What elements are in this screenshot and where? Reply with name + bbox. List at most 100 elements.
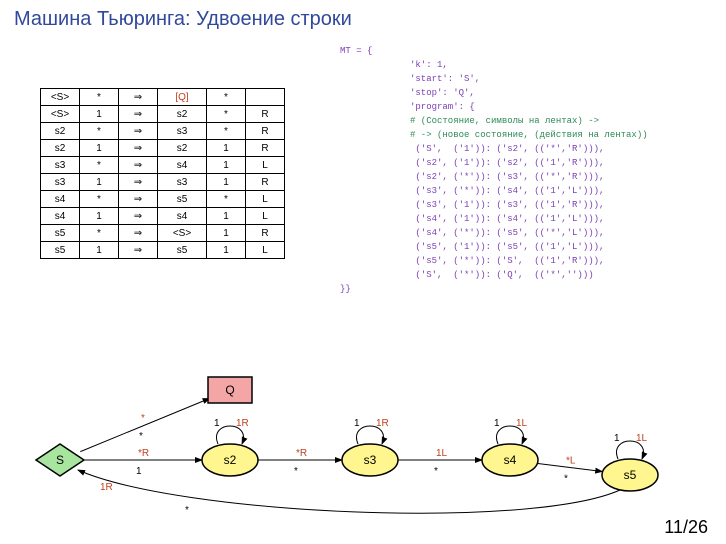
table-cell: L [246, 191, 285, 208]
state-diagram: * * 1 *R 1 1R * *R 1 1R * 1L 1 1L * *L 1 1L * 1R S Qs2 s3 s4 s5 [20, 370, 680, 535]
table-cell: s2 [41, 140, 80, 157]
page-title: Машина Тьюринга: Удвоение строки [14, 8, 352, 31]
svg-text:1: 1 [354, 418, 360, 429]
code-line: ('s4', ('*')): ('s5', (('*','L'))), [340, 226, 648, 240]
svg-text:*: * [185, 505, 189, 516]
table-cell: 1 [80, 106, 119, 123]
table-cell: ⇒ [119, 191, 158, 208]
table-cell [246, 89, 285, 106]
code-line: ('s3', ('1')): ('s3', (('1','R'))), [340, 198, 648, 212]
table-cell: s4 [158, 157, 207, 174]
table-cell: * [207, 191, 246, 208]
code-line: 'start': 'S', [340, 72, 648, 86]
table-cell: s2 [158, 140, 207, 157]
table-cell: ⇒ [119, 157, 158, 174]
svg-text:*R: *R [296, 448, 307, 459]
svg-text:1L: 1L [436, 448, 448, 459]
table-cell: 1 [207, 225, 246, 242]
table-cell: s5 [41, 242, 80, 259]
table-cell: ⇒ [119, 123, 158, 140]
table-cell: 1 [207, 140, 246, 157]
table-cell: ⇒ [119, 140, 158, 157]
code-line: ('s3', ('*')): ('s4', (('1','L'))), [340, 184, 648, 198]
svg-text:s2: s2 [224, 453, 237, 467]
svg-text:*: * [141, 413, 145, 424]
table-cell: s5 [158, 242, 207, 259]
svg-text:*: * [139, 431, 143, 442]
svg-text:*: * [294, 466, 298, 477]
table-cell: 1 [207, 208, 246, 225]
code-line: ('s4', ('1')): ('s4', (('1','L'))), [340, 212, 648, 226]
code-line: # (Состояние, символы на лентах) -> [340, 114, 648, 128]
svg-text:s3: s3 [364, 453, 377, 467]
table-cell: 1 [207, 157, 246, 174]
code-line: 'program': { [340, 100, 648, 114]
svg-text:1: 1 [136, 466, 142, 477]
svg-text:1L: 1L [516, 418, 528, 429]
table-cell: R [246, 106, 285, 123]
table-cell: ⇒ [119, 106, 158, 123]
table-cell: <S> [158, 225, 207, 242]
code-line: 'stop': 'Q', [340, 86, 648, 100]
table-cell: L [246, 208, 285, 225]
code-line: ('s2', ('1')): ('s2', (('1','R'))), [340, 156, 648, 170]
table-cell: * [207, 123, 246, 140]
table-cell: 1 [80, 174, 119, 191]
svg-text:s4: s4 [504, 453, 517, 467]
table-cell: L [246, 242, 285, 259]
code-line: 'k': 1, [340, 58, 648, 72]
table-cell: ⇒ [119, 208, 158, 225]
table-cell: * [207, 106, 246, 123]
table-cell: * [80, 225, 119, 242]
table-cell: [Q] [158, 89, 207, 106]
table-cell: R [246, 123, 285, 140]
table-cell: * [80, 157, 119, 174]
svg-text:1: 1 [494, 418, 500, 429]
table-cell: s3 [158, 123, 207, 140]
code-line: ('S', ('*')): ('Q', (('*',''))) [340, 268, 648, 282]
svg-text:*R: *R [138, 448, 149, 459]
svg-text:*L: *L [566, 456, 576, 467]
table-cell: 1 [207, 242, 246, 259]
table-cell: s3 [158, 174, 207, 191]
code-line: MT = { [340, 44, 648, 58]
svg-text:1: 1 [614, 433, 620, 444]
svg-text:1R: 1R [236, 418, 249, 429]
svg-text:1L: 1L [636, 433, 648, 444]
table-cell: * [80, 123, 119, 140]
table-cell: * [207, 89, 246, 106]
table-cell: * [80, 89, 119, 106]
svg-text:Q: Q [225, 383, 234, 397]
code-line: ('s5', ('1')): ('s5', (('1','L'))), [340, 240, 648, 254]
svg-text:s5: s5 [624, 468, 637, 482]
table-cell: s4 [41, 191, 80, 208]
table-cell: R [246, 174, 285, 191]
table-cell: s5 [158, 191, 207, 208]
table-cell: 1 [207, 174, 246, 191]
table-cell: s2 [158, 106, 207, 123]
table-cell: R [246, 225, 285, 242]
code-line: # -> (новое состояние, (действия на лент… [340, 128, 648, 142]
table-cell: s3 [41, 157, 80, 174]
table-cell: 1 [80, 140, 119, 157]
svg-text:*: * [434, 466, 438, 477]
table-cell: R [246, 140, 285, 157]
table-cell: s2 [41, 123, 80, 140]
code-listing: MT = {'k': 1,'start': 'S','stop': 'Q','p… [340, 44, 648, 296]
table-cell: <S> [41, 106, 80, 123]
table-cell: ⇒ [119, 89, 158, 106]
svg-text:1R: 1R [100, 482, 113, 493]
table-cell: L [246, 157, 285, 174]
table-cell: ⇒ [119, 225, 158, 242]
svg-text:1: 1 [214, 418, 220, 429]
svg-text:S: S [56, 453, 64, 467]
svg-text:1R: 1R [376, 418, 389, 429]
table-cell: 1 [80, 242, 119, 259]
svg-text:*: * [564, 474, 568, 485]
table-cell: s4 [41, 208, 80, 225]
table-cell: * [80, 191, 119, 208]
transition-table: <S>*⇒[Q]*<S>1⇒s2*Rs2*⇒s3*Rs21⇒s21Rs3*⇒s4… [40, 88, 285, 259]
code-line: ('S', ('1')): ('s2', (('*','R'))), [340, 142, 648, 156]
table-cell: s5 [41, 225, 80, 242]
table-cell: <S> [41, 89, 80, 106]
